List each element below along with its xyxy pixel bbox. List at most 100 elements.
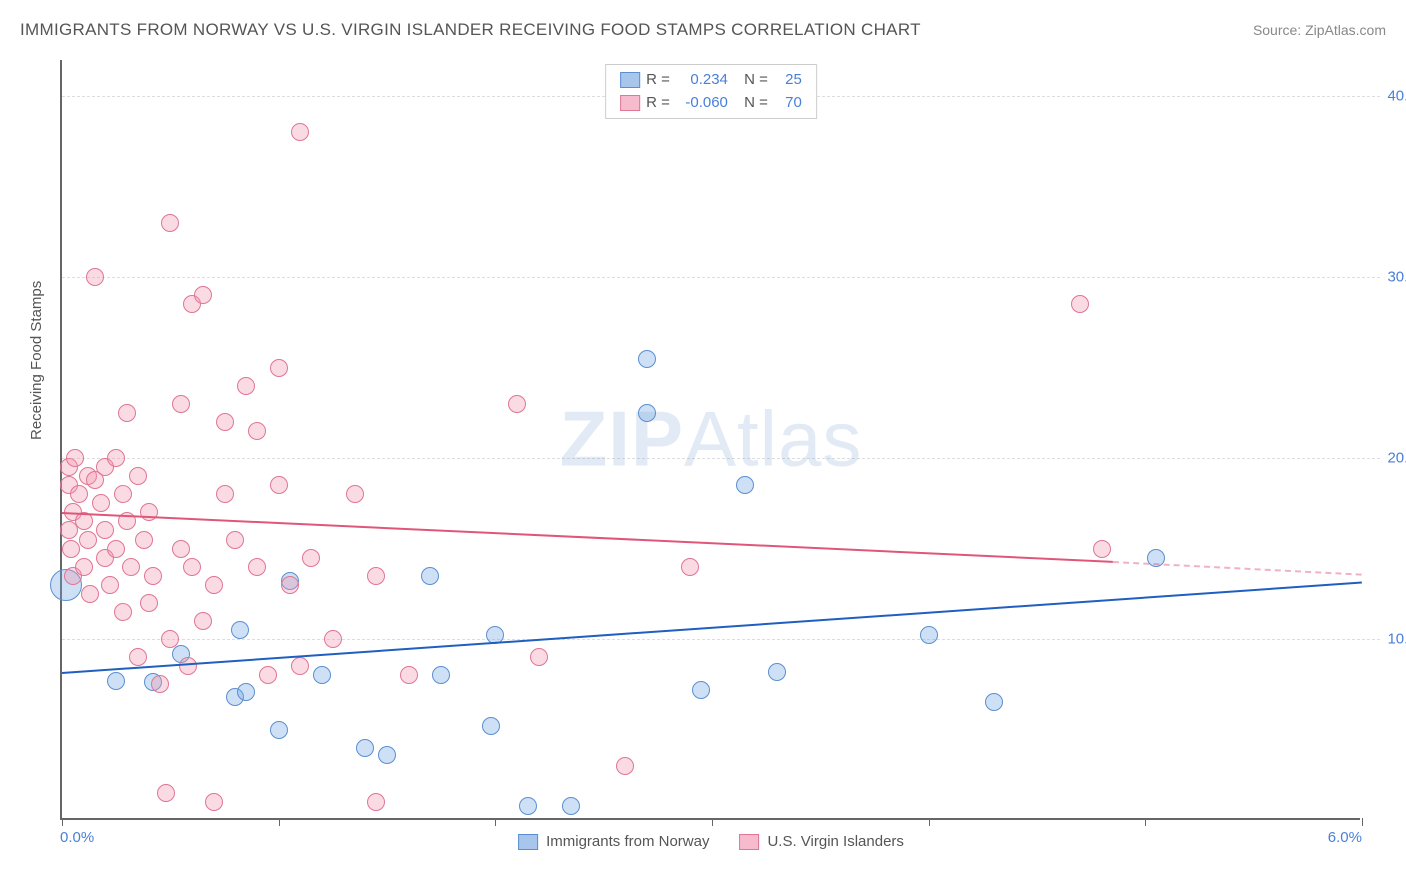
scatter-point-usvi xyxy=(122,558,140,576)
x-tick xyxy=(1145,818,1146,826)
scatter-point-usvi xyxy=(530,648,548,666)
scatter-point-usvi xyxy=(114,485,132,503)
r-label: R = xyxy=(646,69,670,92)
y-tick-label: 30.0% xyxy=(1387,269,1406,286)
n-label: N = xyxy=(744,69,768,92)
scatter-point-usvi xyxy=(92,494,110,512)
scatter-point-usvi xyxy=(101,576,119,594)
swatch-norway xyxy=(620,72,640,88)
scatter-point-usvi xyxy=(144,567,162,585)
swatch-usvi xyxy=(620,95,640,111)
scatter-point-norway xyxy=(985,693,1003,711)
scatter-point-usvi xyxy=(681,558,699,576)
scatter-point-norway xyxy=(736,476,754,494)
scatter-point-usvi xyxy=(161,630,179,648)
scatter-point-usvi xyxy=(157,784,175,802)
scatter-point-usvi xyxy=(367,793,385,811)
r-label: R = xyxy=(646,92,670,115)
scatter-point-usvi xyxy=(75,558,93,576)
scatter-point-norway xyxy=(356,739,374,757)
scatter-point-usvi xyxy=(226,531,244,549)
scatter-point-usvi xyxy=(70,485,88,503)
y-tick-label: 20.0% xyxy=(1387,450,1406,467)
stats-row-usvi: R = -0.060 N = 70 xyxy=(620,92,802,115)
watermark: ZIPAtlas xyxy=(560,394,863,485)
y-axis-title: Receiving Food Stamps xyxy=(28,281,45,440)
y-tick-label: 40.0% xyxy=(1387,88,1406,105)
scatter-point-usvi xyxy=(118,404,136,422)
scatter-point-usvi xyxy=(508,395,526,413)
scatter-point-usvi xyxy=(270,359,288,377)
x-tick xyxy=(279,818,280,826)
scatter-point-norway xyxy=(519,797,537,815)
scatter-point-usvi xyxy=(248,422,266,440)
scatter-point-norway xyxy=(231,621,249,639)
scatter-point-norway xyxy=(920,626,938,644)
scatter-point-usvi xyxy=(270,476,288,494)
swatch-usvi xyxy=(739,834,759,850)
scatter-point-norway xyxy=(421,567,439,585)
scatter-point-usvi xyxy=(161,214,179,232)
scatter-point-norway xyxy=(638,350,656,368)
r-value-norway: 0.234 xyxy=(676,69,728,92)
source-label: Source: ZipAtlas.com xyxy=(1253,22,1386,38)
scatter-point-norway xyxy=(237,683,255,701)
legend-label-norway: Immigrants from Norway xyxy=(546,833,709,850)
scatter-point-usvi xyxy=(216,413,234,431)
scatter-point-norway xyxy=(638,404,656,422)
scatter-point-usvi xyxy=(66,449,84,467)
x-tick xyxy=(495,818,496,826)
swatch-norway xyxy=(518,834,538,850)
scatter-point-usvi xyxy=(96,521,114,539)
scatter-point-usvi xyxy=(140,503,158,521)
r-value-usvi: -0.060 xyxy=(676,92,728,115)
scatter-point-usvi xyxy=(62,540,80,558)
scatter-point-usvi xyxy=(237,377,255,395)
chart-title: IMMIGRANTS FROM NORWAY VS U.S. VIRGIN IS… xyxy=(20,20,921,40)
regression-dash-usvi xyxy=(1113,561,1362,576)
scatter-point-usvi xyxy=(135,531,153,549)
scatter-point-norway xyxy=(270,721,288,739)
scatter-point-usvi xyxy=(1071,295,1089,313)
scatter-point-usvi xyxy=(616,757,634,775)
scatter-point-usvi xyxy=(107,540,125,558)
x-tick xyxy=(929,818,930,826)
y-tick-label: 10.0% xyxy=(1387,631,1406,648)
stats-row-norway: R = 0.234 N = 25 xyxy=(620,69,802,92)
x-tick-label-left: 0.0% xyxy=(60,829,94,846)
x-tick-label-right: 6.0% xyxy=(1328,829,1362,846)
scatter-point-usvi xyxy=(259,666,277,684)
scatter-point-usvi xyxy=(194,286,212,304)
scatter-point-usvi xyxy=(81,585,99,603)
scatter-point-usvi xyxy=(205,576,223,594)
x-tick xyxy=(712,818,713,826)
grid-line xyxy=(62,458,1380,459)
x-tick xyxy=(62,818,63,826)
scatter-point-usvi xyxy=(129,648,147,666)
scatter-point-norway xyxy=(562,797,580,815)
regression-line-norway xyxy=(62,581,1362,673)
scatter-point-usvi xyxy=(151,675,169,693)
scatter-point-usvi xyxy=(302,549,320,567)
scatter-point-usvi xyxy=(114,603,132,621)
scatter-point-usvi xyxy=(324,630,342,648)
scatter-point-norway xyxy=(378,746,396,764)
scatter-point-usvi xyxy=(183,558,201,576)
scatter-point-usvi xyxy=(194,612,212,630)
series-legend: Immigrants from Norway U.S. Virgin Islan… xyxy=(518,833,904,850)
scatter-point-usvi xyxy=(400,666,418,684)
scatter-point-usvi xyxy=(1093,540,1111,558)
scatter-point-usvi xyxy=(172,395,190,413)
grid-line xyxy=(62,639,1380,640)
stats-legend: R = 0.234 N = 25 R = -0.060 N = 70 xyxy=(605,64,817,119)
scatter-point-usvi xyxy=(291,123,309,141)
scatter-point-norway xyxy=(313,666,331,684)
scatter-point-usvi xyxy=(86,268,104,286)
scatter-point-norway xyxy=(692,681,710,699)
scatter-point-usvi xyxy=(291,657,309,675)
scatter-point-usvi xyxy=(129,467,147,485)
scatter-point-norway xyxy=(107,672,125,690)
scatter-point-usvi xyxy=(367,567,385,585)
legend-item-norway: Immigrants from Norway xyxy=(518,833,709,850)
scatter-point-usvi xyxy=(248,558,266,576)
